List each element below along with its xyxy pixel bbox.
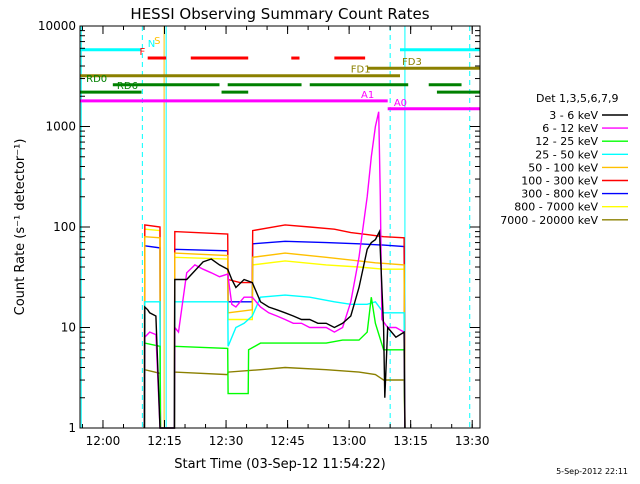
series-line (143, 111, 406, 429)
legend-entry-label: 12 - 25 keV (535, 135, 598, 148)
y-tick-label: 10000 (38, 19, 76, 33)
state-bar-label: FD1 (351, 65, 371, 76)
x-axis-label: Start Time (03-Sep-12 11:54:22) (174, 457, 385, 472)
x-tick-label: 12:30 (209, 434, 244, 448)
legend-entry-label: 3 - 6 keV (549, 109, 598, 122)
state-bar-label: RD6 (117, 81, 138, 92)
marker-label: S (154, 36, 160, 47)
state-bar-label: FD3 (402, 57, 422, 68)
x-tick-label: 13:15 (393, 434, 428, 448)
x-tick-label: 12:00 (86, 434, 121, 448)
state-bar-label: N (148, 39, 155, 50)
x-tick-label: 12:15 (147, 434, 182, 448)
state-bar-label: A1 (361, 90, 374, 101)
footer-date: 5-Sep-2012 22:11 (556, 467, 628, 476)
chart-title: HESSI Observing Summary Count Rates (130, 5, 429, 23)
legend-entry-label: 50 - 100 keV (528, 161, 598, 174)
axes-layer: 12:00 12:15 12:30 12:45 13:00 13:15 13:30 1 10 10… (38, 19, 490, 448)
legend-entry-label: 6 - 12 keV (542, 122, 598, 135)
legend-entry-label: 800 - 7000 keV (514, 201, 598, 214)
y-tick-label: 1 (68, 421, 76, 435)
y-axis-label: Count Rate (s⁻¹ detector⁻¹) (13, 139, 28, 316)
series-line (143, 228, 406, 429)
state-bar-label: F (139, 47, 145, 58)
state-bar-label: RD0 (86, 74, 107, 85)
x-tick-label: 13:30 (455, 434, 490, 448)
legend-entry-label: 300 - 800 keV (521, 188, 598, 201)
y-tick-label: 10 (61, 321, 76, 335)
x-tick-label: 12:45 (270, 434, 305, 448)
legend-entry-label: 25 - 50 keV (535, 148, 598, 161)
y-tick-label: 100 (53, 220, 76, 234)
legend-entry-label: 100 - 300 keV (521, 175, 598, 188)
x-tick-label: 13:00 (332, 434, 367, 448)
legend-title: Det 1,3,5,6,7,9 (536, 92, 619, 105)
state-bar-label: A0 (394, 98, 407, 109)
legend-entry-label: 7000 - 20000 keV (500, 214, 598, 227)
y-tick-label: 1000 (45, 120, 76, 134)
